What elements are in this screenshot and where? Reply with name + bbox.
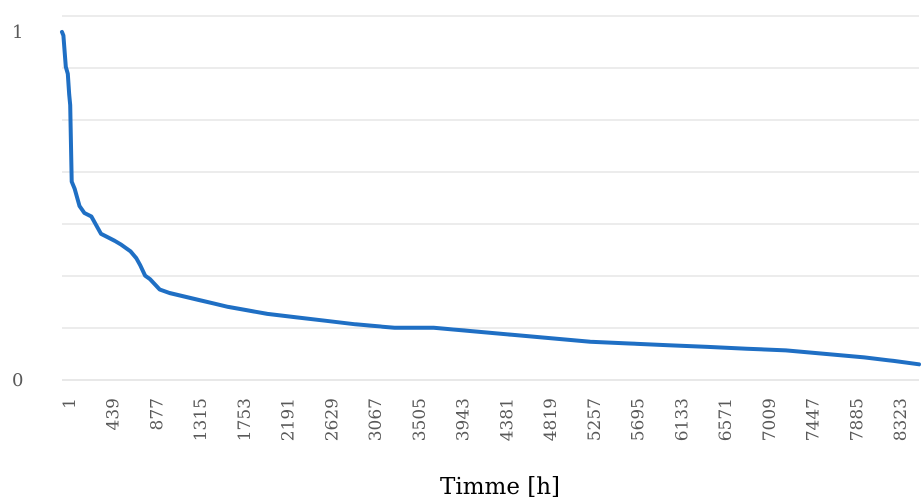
y-axis-ticks: 01: [12, 22, 23, 391]
x-tick-label: 1315: [191, 398, 211, 441]
x-tick-label: 6571: [716, 398, 736, 441]
series-layer: [60, 30, 921, 367]
x-tick-label: 3067: [366, 398, 386, 441]
y-tick-label: 0: [12, 370, 23, 391]
x-tick-label: 7447: [804, 398, 824, 441]
x-tick-label: 877: [147, 398, 167, 430]
x-tick-label: 439: [104, 398, 124, 430]
x-tick-label: 3943: [454, 398, 474, 441]
x-tick-label: 4819: [541, 398, 561, 441]
x-tick-label: 7009: [760, 398, 780, 441]
gridlines: [62, 15, 919, 381]
x-tick-label: 1: [60, 398, 80, 409]
x-tick-label: 2191: [279, 398, 299, 441]
x-tick-label: 6133: [672, 398, 692, 441]
x-tick-label: 7885: [847, 398, 867, 441]
y-tick-label: 1: [12, 22, 23, 43]
x-tick-label: 3505: [410, 398, 430, 441]
x-tick-label: 8323: [891, 398, 911, 441]
series-line: [60, 30, 921, 367]
x-tick-label: 5257: [585, 398, 605, 441]
x-tick-label: 5695: [629, 398, 649, 441]
x-tick-label: 4381: [497, 398, 517, 441]
x-axis-ticks: 1 439 877 1315 1753 2191 2629 3067 3505 3943 4381 4…: [60, 398, 911, 441]
x-axis-label: Timme [h]: [440, 474, 560, 500]
x-tick-label: 2629: [322, 398, 342, 441]
x-tick-label: 1753: [235, 398, 255, 441]
